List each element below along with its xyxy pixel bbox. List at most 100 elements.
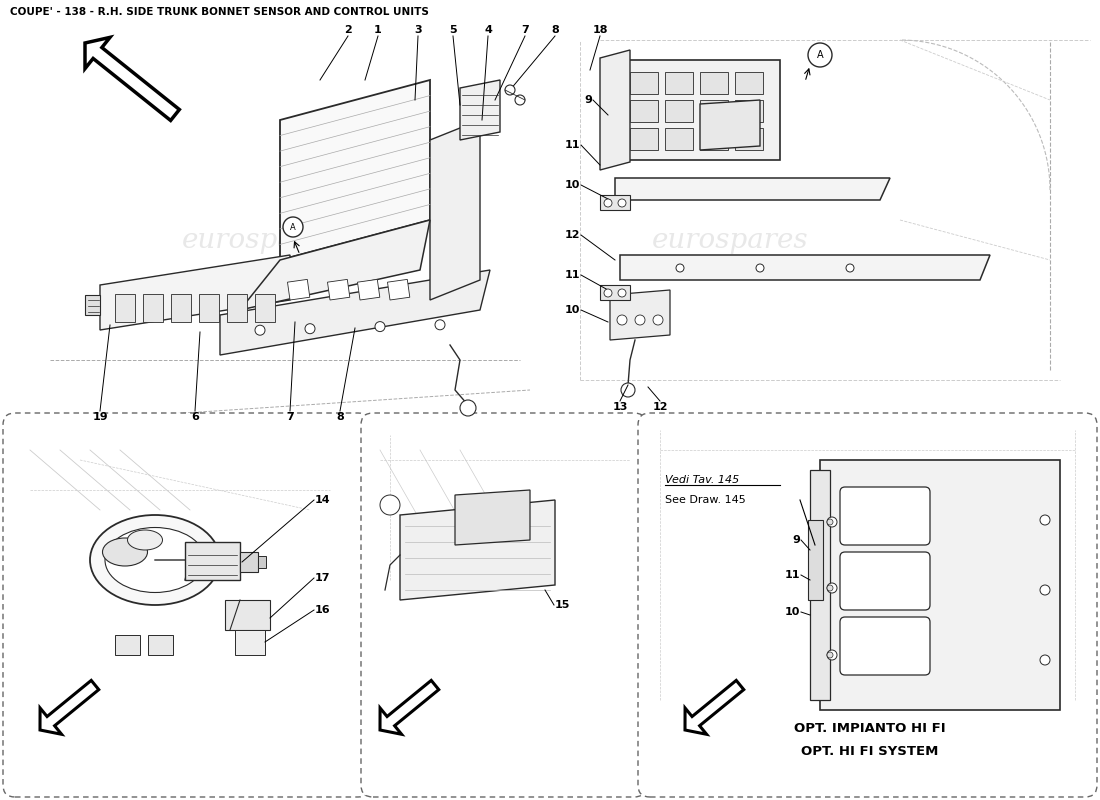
Bar xyxy=(116,635,140,655)
Text: 10: 10 xyxy=(564,180,580,190)
Circle shape xyxy=(283,217,302,237)
Circle shape xyxy=(434,320,446,330)
Bar xyxy=(185,542,240,580)
Circle shape xyxy=(379,495,400,515)
Text: 1: 1 xyxy=(374,25,382,35)
Circle shape xyxy=(827,650,837,660)
Circle shape xyxy=(1040,655,1050,665)
Circle shape xyxy=(618,289,626,297)
Circle shape xyxy=(621,383,635,397)
Circle shape xyxy=(255,325,265,335)
Circle shape xyxy=(617,315,627,325)
Polygon shape xyxy=(85,38,179,121)
Circle shape xyxy=(827,519,833,525)
Circle shape xyxy=(756,264,764,272)
Text: 16: 16 xyxy=(315,605,331,615)
Bar xyxy=(810,470,830,700)
Bar xyxy=(808,520,823,600)
Text: 9: 9 xyxy=(792,535,800,545)
Bar xyxy=(735,72,763,94)
Bar xyxy=(287,279,310,300)
Bar xyxy=(666,128,693,150)
Circle shape xyxy=(846,264,854,272)
Text: 15: 15 xyxy=(556,600,571,610)
Bar xyxy=(387,279,410,300)
Bar xyxy=(700,100,728,122)
Circle shape xyxy=(505,85,515,95)
Text: eurospares: eurospares xyxy=(798,574,923,596)
Bar xyxy=(116,294,135,322)
Circle shape xyxy=(827,583,837,593)
Bar xyxy=(85,295,100,315)
Polygon shape xyxy=(100,255,290,330)
Text: COUPE' - 138 - R.H. SIDE TRUNK BONNET SENSOR AND CONTROL UNITS: COUPE' - 138 - R.H. SIDE TRUNK BONNET SE… xyxy=(10,7,429,17)
Polygon shape xyxy=(455,490,530,545)
Circle shape xyxy=(460,400,476,416)
Text: 13: 13 xyxy=(613,402,628,412)
Polygon shape xyxy=(240,220,430,310)
Circle shape xyxy=(1040,585,1050,595)
Text: 14: 14 xyxy=(315,495,331,505)
Circle shape xyxy=(618,199,626,207)
FancyBboxPatch shape xyxy=(638,413,1097,797)
Ellipse shape xyxy=(104,527,205,593)
Polygon shape xyxy=(820,460,1060,710)
Polygon shape xyxy=(700,100,760,150)
Polygon shape xyxy=(620,60,780,160)
Polygon shape xyxy=(600,50,630,170)
Circle shape xyxy=(604,289,612,297)
Text: 2: 2 xyxy=(344,25,352,35)
Text: 19: 19 xyxy=(92,412,108,422)
Bar xyxy=(735,100,763,122)
Bar xyxy=(630,100,658,122)
Text: 4: 4 xyxy=(484,25,492,35)
Polygon shape xyxy=(610,290,670,340)
Circle shape xyxy=(808,43,832,67)
Text: 8: 8 xyxy=(551,25,559,35)
Circle shape xyxy=(827,585,833,591)
Text: 11: 11 xyxy=(564,140,580,150)
Text: 11: 11 xyxy=(564,270,580,280)
Polygon shape xyxy=(379,680,439,734)
Text: Vedi Tav. 145: Vedi Tav. 145 xyxy=(666,475,739,485)
Text: See Draw. 145: See Draw. 145 xyxy=(666,495,746,505)
Text: OPT. HI FI SYSTEM: OPT. HI FI SYSTEM xyxy=(801,745,938,758)
Circle shape xyxy=(1040,515,1050,525)
Circle shape xyxy=(305,324,315,334)
Text: 12: 12 xyxy=(564,230,580,240)
Bar xyxy=(700,72,728,94)
Polygon shape xyxy=(220,270,490,355)
Text: 10: 10 xyxy=(784,607,800,617)
Ellipse shape xyxy=(90,515,220,605)
Bar xyxy=(666,100,693,122)
Text: 18: 18 xyxy=(592,25,607,35)
Bar xyxy=(148,635,173,655)
Text: 3: 3 xyxy=(415,25,421,35)
Text: 5: 5 xyxy=(449,25,456,35)
Text: 9: 9 xyxy=(584,95,592,105)
Bar xyxy=(143,294,163,322)
Text: eurospares: eurospares xyxy=(92,574,218,596)
Text: 8: 8 xyxy=(337,412,344,422)
Polygon shape xyxy=(460,80,500,140)
Text: eurospares: eurospares xyxy=(387,574,513,596)
Text: 7: 7 xyxy=(286,412,294,422)
Bar xyxy=(240,552,258,572)
Text: 6: 6 xyxy=(191,412,199,422)
Text: 10: 10 xyxy=(564,305,580,315)
Bar xyxy=(735,128,763,150)
Polygon shape xyxy=(620,255,990,280)
Bar xyxy=(170,294,191,322)
Text: 12: 12 xyxy=(652,402,668,412)
Polygon shape xyxy=(280,80,430,260)
Bar xyxy=(630,72,658,94)
Circle shape xyxy=(375,322,385,331)
Bar xyxy=(328,279,350,300)
Bar xyxy=(700,128,728,150)
Text: 11: 11 xyxy=(784,570,800,580)
Bar xyxy=(258,556,266,568)
Bar xyxy=(227,294,248,322)
Circle shape xyxy=(635,315,645,325)
Bar xyxy=(226,600,270,630)
FancyBboxPatch shape xyxy=(3,413,370,797)
